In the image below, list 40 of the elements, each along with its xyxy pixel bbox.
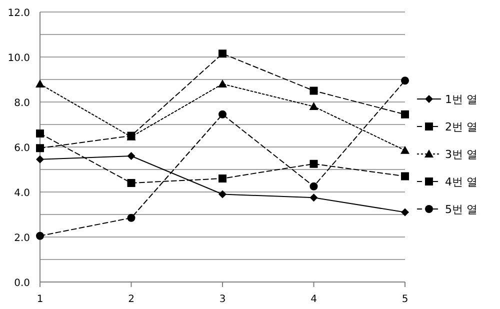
x-tick-label: 5 (402, 294, 408, 305)
point (36, 130, 44, 138)
point (401, 76, 409, 85)
point (401, 208, 409, 216)
y-tick-label: 2.0 (14, 233, 30, 244)
point (36, 232, 44, 240)
point (310, 86, 318, 95)
y-tick-label: 12.0 (8, 8, 30, 19)
y-tick-label: 10.0 (8, 53, 30, 64)
point (401, 110, 409, 118)
legend-label: 4번 열 (445, 176, 478, 188)
point (36, 155, 44, 164)
point (310, 194, 318, 202)
x-tick-label: 1 (36, 294, 44, 305)
x-tick-label: 3 (219, 294, 226, 305)
point (310, 182, 318, 190)
y-tick-label: 4.0 (14, 188, 30, 199)
point (310, 160, 318, 168)
point (36, 144, 44, 152)
point (127, 179, 136, 187)
legend-label: 1번 열 (445, 93, 478, 106)
y-tick-label: 6.0 (14, 143, 30, 154)
point (218, 50, 226, 58)
point (218, 174, 226, 182)
legend-label: 2번 열 (445, 120, 478, 134)
point (309, 102, 318, 110)
point (218, 110, 226, 118)
x-tick-label: 4 (310, 294, 317, 305)
x-tick-label: 2 (128, 294, 134, 305)
legend-label: 3번 열 (445, 148, 478, 161)
legend-label: 5번 열 (445, 203, 478, 216)
y-tick-label: 8.0 (14, 98, 30, 109)
point (36, 80, 44, 88)
y-tick-label: 0.0 (14, 278, 30, 289)
point (127, 214, 136, 222)
point (218, 80, 227, 88)
point (401, 172, 409, 180)
point (127, 152, 136, 160)
point (218, 190, 226, 198)
point (400, 146, 410, 154)
